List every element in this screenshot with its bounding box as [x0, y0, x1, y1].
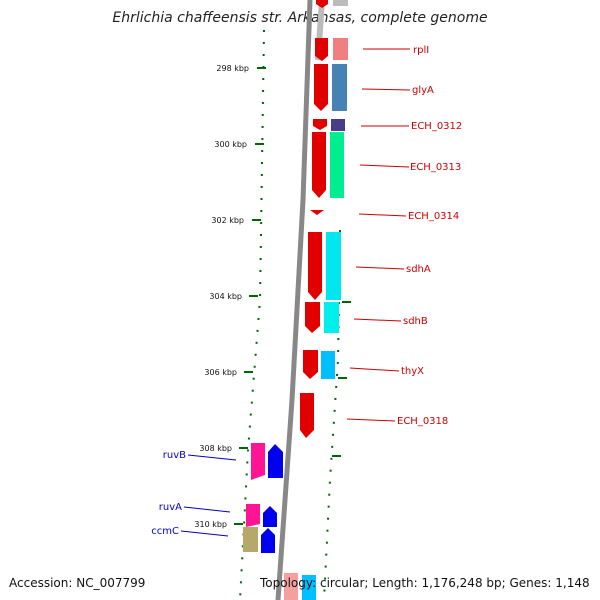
- gene-label-ECH_0318: ECH_0318: [397, 416, 448, 427]
- left-leader-lines: [180, 454, 237, 537]
- genome-summary-text: Topology: circular; Length: 1,176,248 bp…: [260, 576, 590, 590]
- right-gene-blocks: [284, 0, 348, 600]
- scale-ticks: [234, 67, 351, 525]
- gene-label-ECH_0313: ECH_0313: [410, 162, 461, 173]
- gene-label-thyX: thyX: [401, 366, 424, 377]
- scale-label: 306 kbp: [204, 368, 237, 377]
- scale-label: 300 kbp: [214, 140, 247, 149]
- gene-label-sdhA: sdhA: [406, 264, 431, 275]
- left-gene-blocks: [243, 443, 283, 553]
- scale-label: 308 kbp: [199, 444, 232, 453]
- gene-label-rplI: rplI: [413, 45, 429, 56]
- scale-label: 310 kbp: [194, 520, 227, 529]
- gene-label-ruvB: ruvB: [163, 450, 186, 461]
- genome-backbone: [275, 0, 313, 600]
- map-title: Ehrlichia chaffeensis str. Arkansas, com…: [112, 10, 488, 26]
- gene-label-glyA: glyA: [412, 85, 434, 96]
- right-leader-lines: [346, 48, 411, 422]
- scale-label: 298 kbp: [216, 64, 249, 73]
- gene-label-ccmC: ccmC: [151, 526, 179, 537]
- gene-label-ECH_0314: ECH_0314: [408, 211, 459, 222]
- gene-label-sdhB: sdhB: [403, 316, 428, 327]
- scale-label: 304 kbp: [209, 292, 242, 301]
- scale-label: 302 kbp: [211, 216, 244, 225]
- gene-label-ECH_0312: ECH_0312: [411, 121, 462, 132]
- accession-text: Accession: NC_007799: [9, 576, 146, 590]
- gene-label-ruvA: ruvA: [159, 502, 182, 513]
